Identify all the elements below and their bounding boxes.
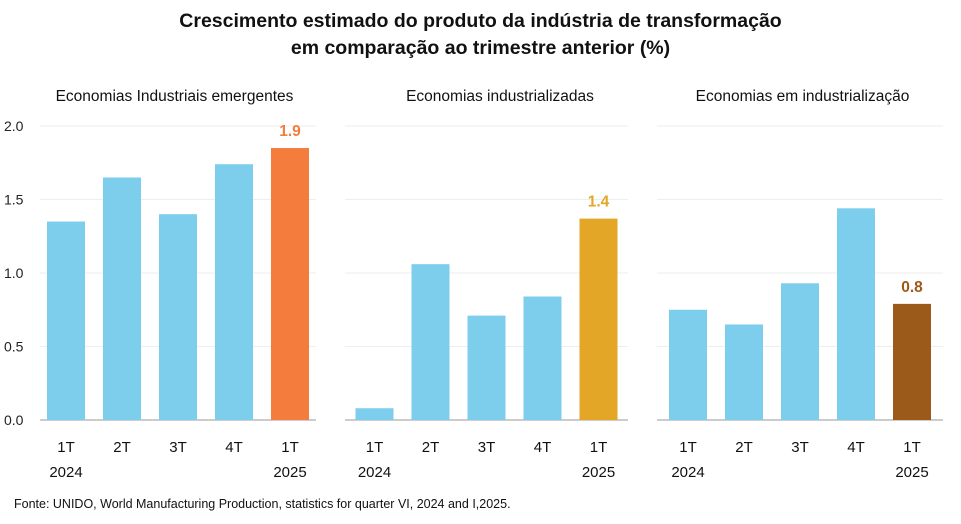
bar — [271, 148, 309, 421]
source-note: Fonte: UNIDO, World Manufacturing Produc… — [14, 497, 511, 511]
bar — [47, 221, 85, 420]
bar — [837, 208, 875, 420]
x-tick-label: 4T — [225, 439, 243, 456]
y-tick-label: 2.0 — [4, 118, 24, 134]
panel-title-industrializing: Economias em industrialização — [695, 88, 910, 105]
x-tick-year-label: 2025 — [895, 464, 928, 481]
x-tick-year-label: 2024 — [49, 464, 82, 481]
chart-title-line-2: em comparação ao trimestre anterior (%) — [290, 37, 671, 59]
panel-title-emerging: Economias Industriais emergentes — [55, 88, 294, 105]
x-tick-label: 3T — [478, 439, 496, 456]
y-tick-label: 0.5 — [4, 339, 24, 355]
x-tick-label: 4T — [534, 439, 552, 456]
bar — [103, 177, 141, 420]
x-tick-label: 3T — [791, 439, 809, 456]
x-tick-label: 1T — [57, 439, 75, 456]
x-tick-label: 1T — [590, 439, 608, 456]
bar — [355, 408, 394, 420]
x-tick-year-label: 2024 — [671, 464, 704, 481]
bar — [467, 315, 506, 420]
x-tick-year-label: 2024 — [358, 464, 391, 481]
x-tick-label: 2T — [422, 439, 440, 456]
data-label: 1.4 — [588, 194, 610, 211]
x-tick-label: 3T — [169, 439, 187, 456]
bar — [579, 218, 618, 420]
x-tick-label: 1T — [679, 439, 697, 456]
x-tick-label: 4T — [847, 439, 865, 456]
y-tick-label: 1.5 — [4, 192, 24, 208]
x-tick-year-label: 2025 — [273, 464, 306, 481]
x-tick-label: 1T — [281, 439, 299, 456]
y-tick-label: 1.0 — [4, 265, 24, 281]
y-tick-label: 0.0 — [4, 412, 24, 428]
chart-title: Crescimento estimado do produto da indús… — [0, 8, 961, 62]
bar — [669, 309, 707, 420]
chart-title-line-1: Crescimento estimado do produto da indús… — [179, 10, 782, 32]
bar — [215, 164, 253, 420]
x-tick-label: 2T — [735, 439, 753, 456]
bar — [781, 283, 819, 420]
x-tick-label: 1T — [366, 439, 384, 456]
bar — [411, 264, 450, 420]
panel-title-industrialized: Economias industrializadas — [406, 88, 594, 105]
x-tick-label: 1T — [903, 439, 921, 456]
x-tick-label: 2T — [113, 439, 131, 456]
bar — [725, 324, 763, 420]
data-label: 0.8 — [901, 279, 923, 296]
bar — [523, 296, 562, 420]
bar — [893, 303, 931, 420]
x-tick-year-label: 2025 — [582, 464, 615, 481]
data-label: 1.9 — [279, 123, 301, 140]
bar — [159, 214, 197, 420]
